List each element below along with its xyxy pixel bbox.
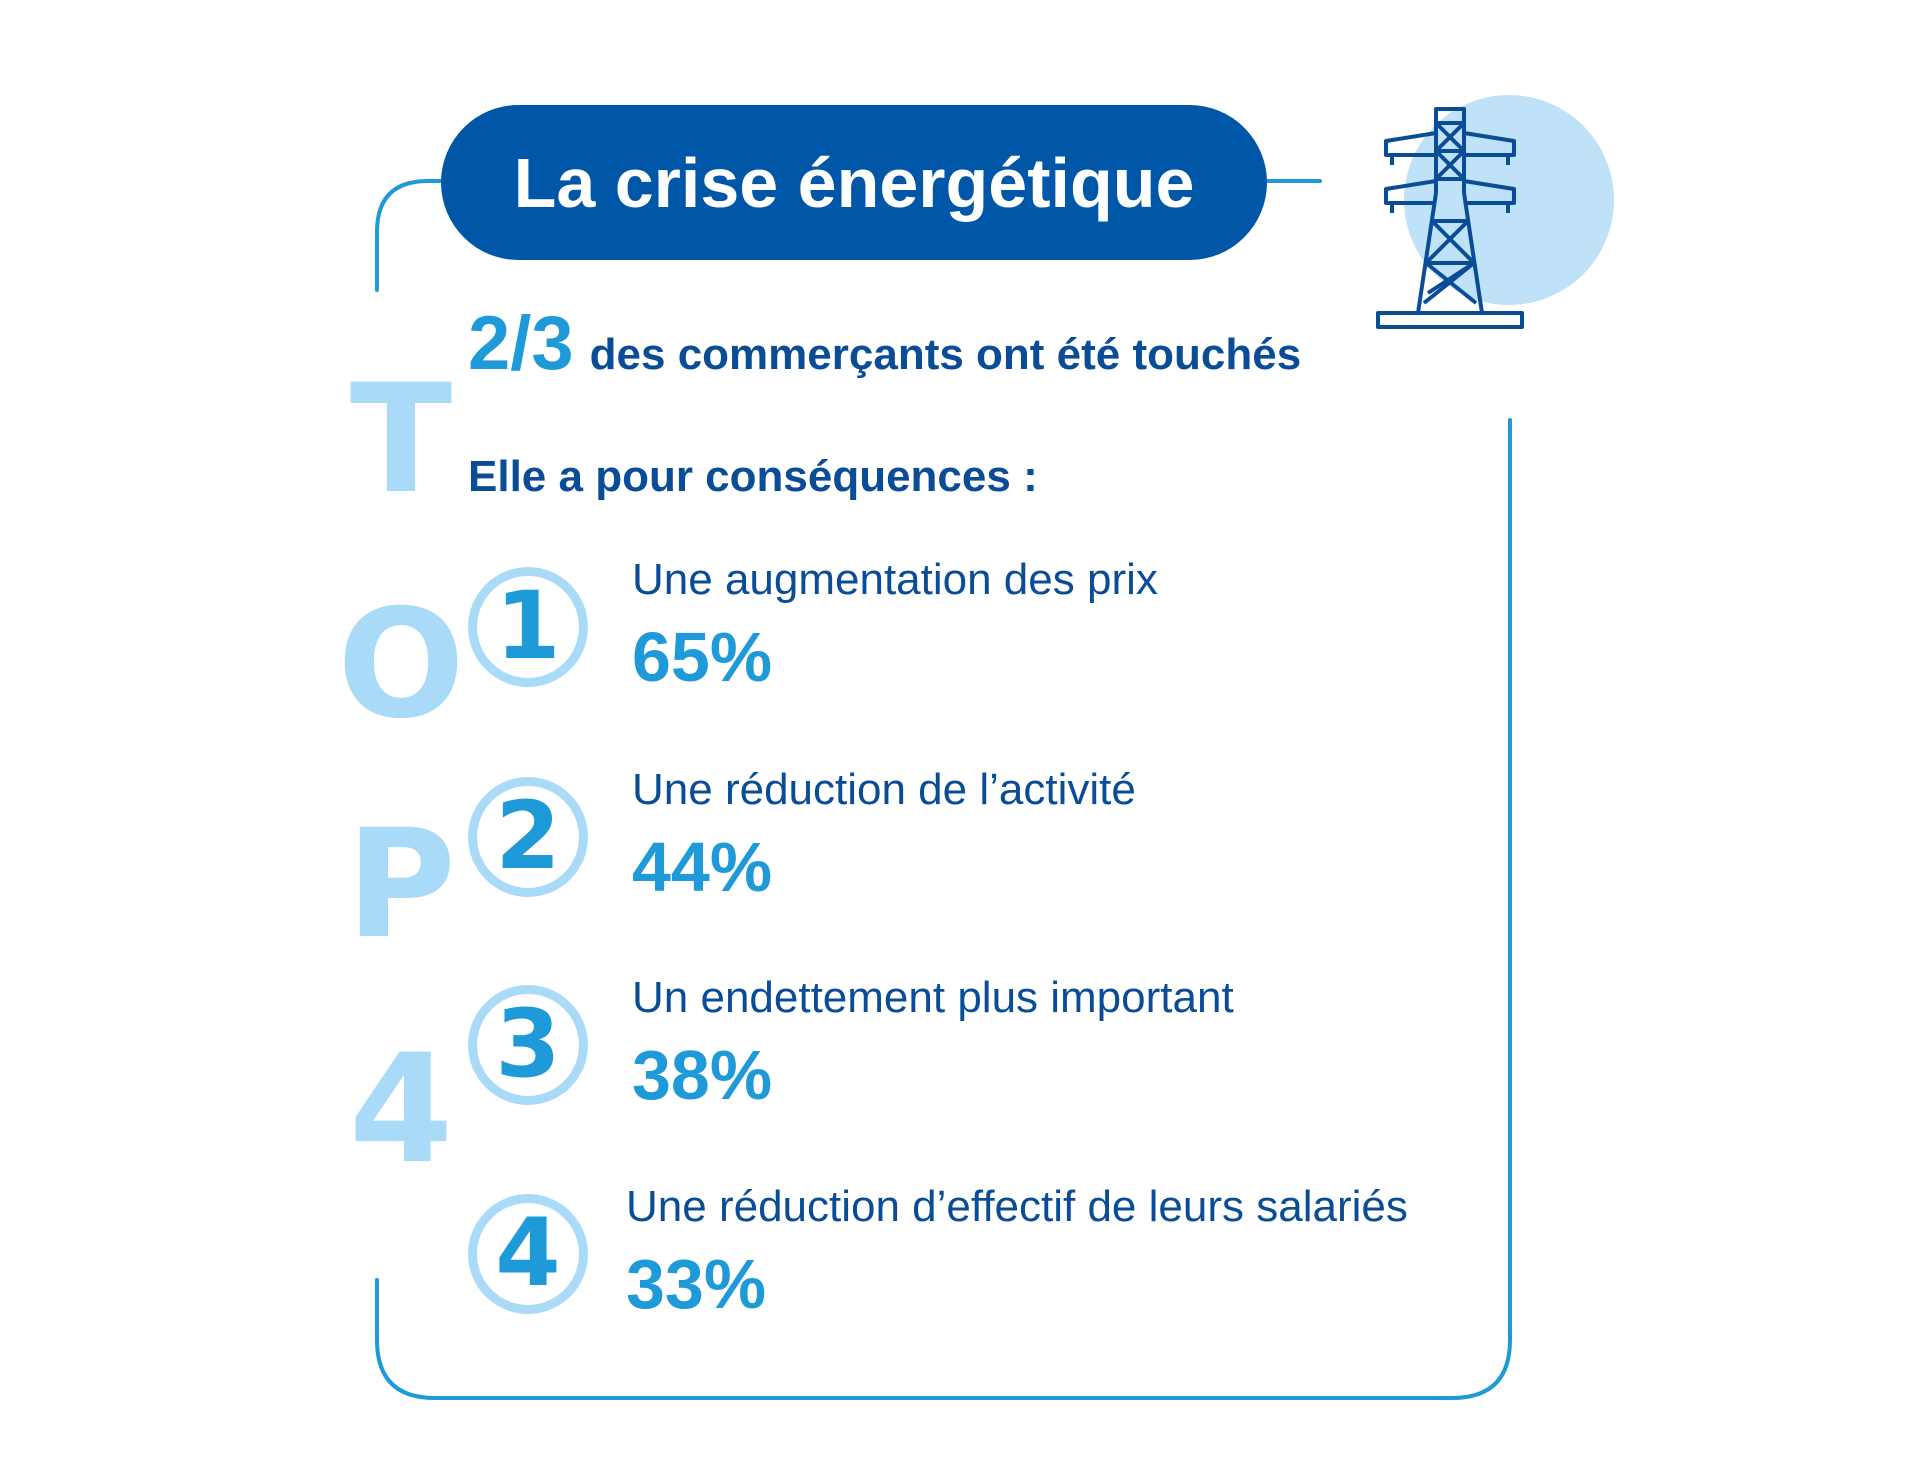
side-letter-4: 4: [348, 1023, 454, 1197]
electricity-pylon-icon: [1376, 107, 1524, 329]
side-letter-p: P: [346, 798, 456, 972]
rank-number: 3: [495, 990, 561, 1099]
rank-badge: 2: [468, 777, 588, 897]
list-item: 1 Une augmentation des prix 65%: [0, 555, 1921, 705]
headline: 2/3 des commerçants ont été touchés: [468, 300, 1302, 386]
item-value: 38%: [632, 1036, 773, 1114]
rank-number: 1: [495, 572, 561, 681]
item-label: Une réduction de l’activité: [632, 765, 1136, 814]
title-banner: La crise énergétique: [441, 105, 1267, 260]
list-item: 4 Une réduction d’effectif de leurs sala…: [0, 1182, 1921, 1332]
rank-badge: 3: [468, 985, 588, 1105]
rank-badge: 1: [468, 567, 588, 687]
list-item: 3 Un endettement plus important 38%: [0, 973, 1921, 1123]
side-letter-t: T: [349, 353, 453, 527]
item-value: 33%: [626, 1245, 767, 1323]
item-label: Une augmentation des prix: [632, 555, 1158, 604]
consequences-intro: Elle a pour conséquences :: [468, 452, 1038, 501]
item-label: Une réduction d’effectif de leurs salari…: [626, 1182, 1408, 1231]
list-item: 2 Une réduction de l’activité 44%: [0, 765, 1921, 915]
item-value: 65%: [632, 618, 773, 696]
item-label: Un endettement plus important: [632, 973, 1234, 1022]
page-title: La crise énergétique: [513, 143, 1195, 222]
rank-badge: 4: [468, 1194, 588, 1314]
headline-fraction: 2/3: [468, 301, 574, 386]
icon-background-circle: [1404, 95, 1614, 305]
item-value: 44%: [632, 828, 773, 906]
rank-number: 4: [495, 1199, 561, 1308]
headline-text: des commerçants ont été touchés: [589, 330, 1302, 379]
side-letter-o: O: [337, 578, 465, 752]
rank-number: 2: [495, 782, 561, 891]
